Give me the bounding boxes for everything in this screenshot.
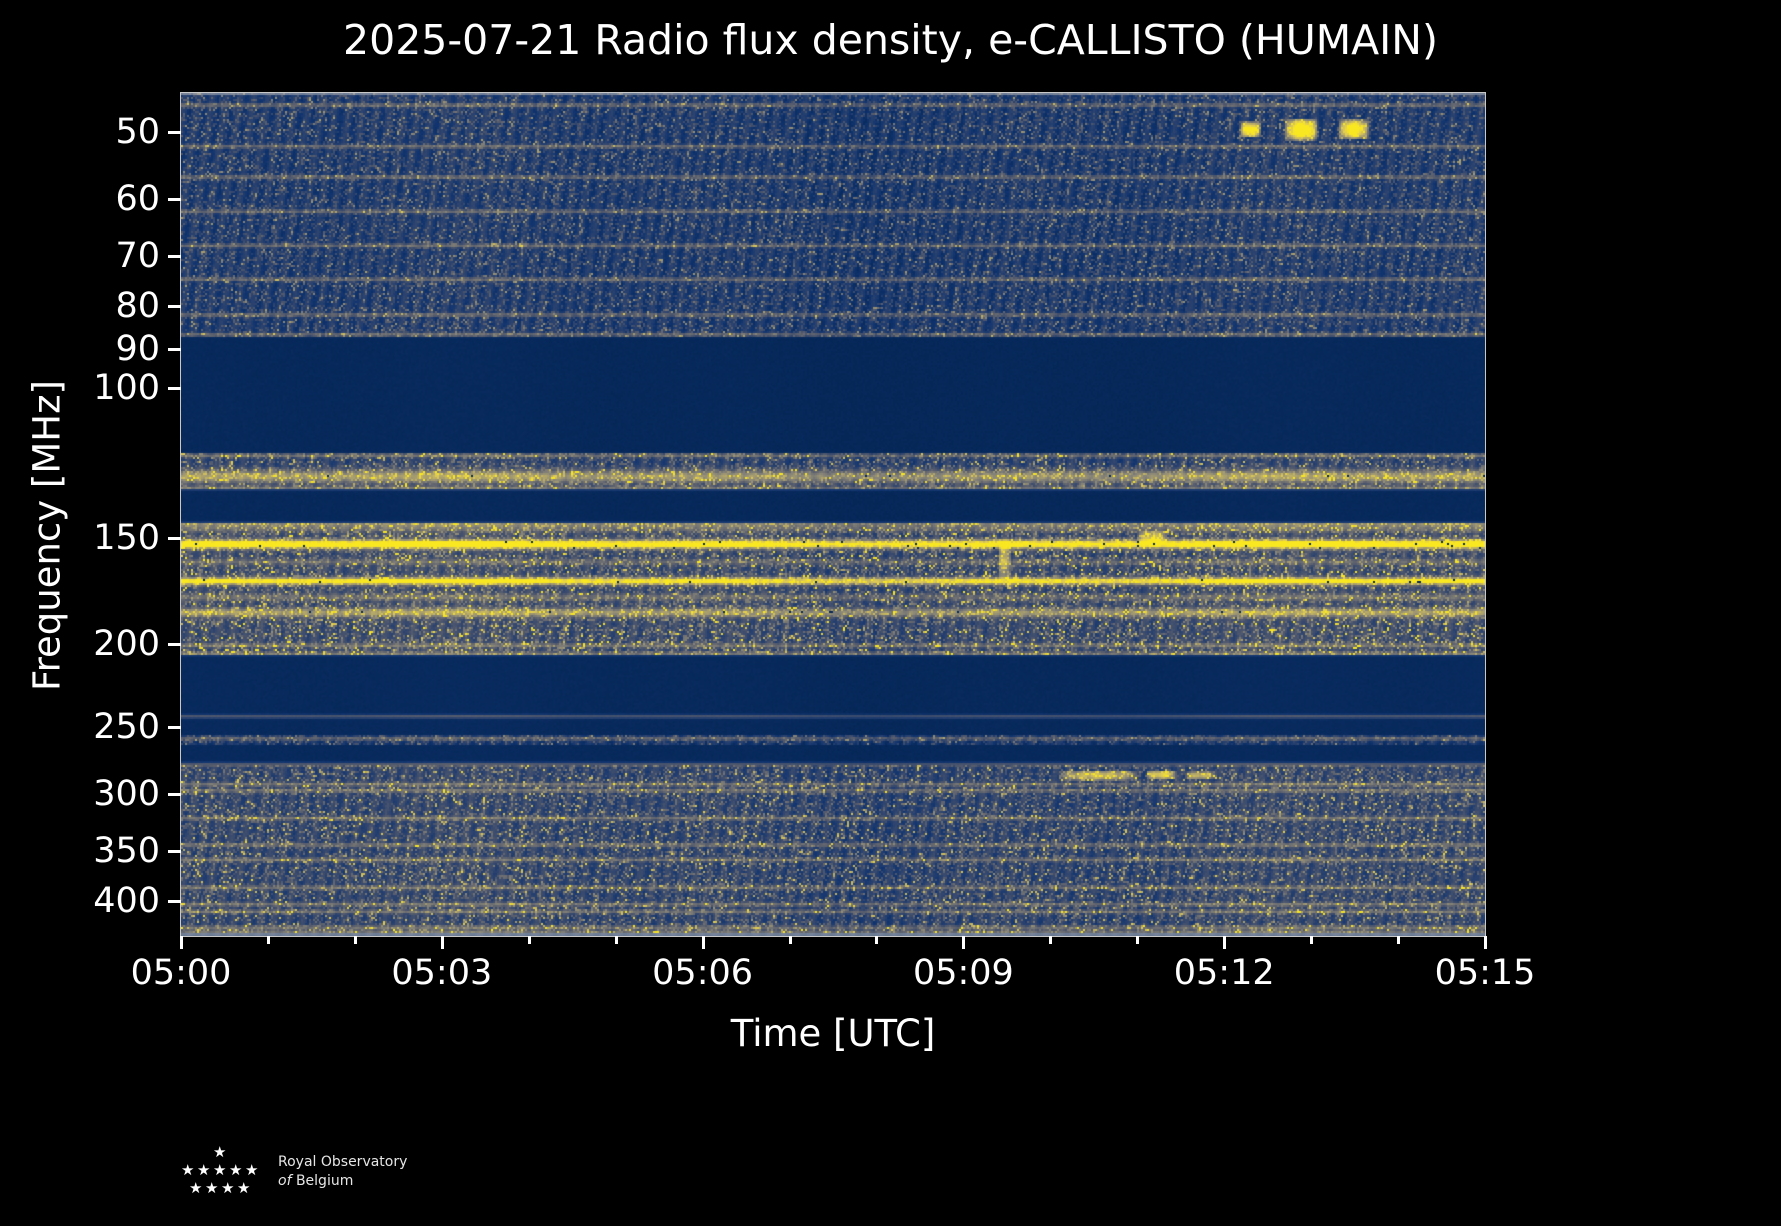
royal-observatory-logo: ★ ★ ★ ★ ★ ★ ★ ★ ★ ★ Royal Observatory of Belgium (178, 1145, 407, 1199)
y-tick-label: 90 (115, 329, 160, 370)
x-axis-label: Time [UTC] (730, 1012, 936, 1055)
star-icon: ★ (197, 1161, 211, 1179)
y-tick-mark (168, 348, 181, 352)
x-tick-mark (701, 936, 705, 949)
star-icon: ★ (213, 1143, 227, 1161)
y-tick-label: 300 (93, 774, 160, 815)
y-tick-mark (168, 198, 181, 202)
y-tick-label: 250 (93, 706, 160, 747)
y-tick-label: 80 (115, 285, 160, 326)
x-tick-mark (180, 936, 183, 949)
y-tick-mark (168, 130, 181, 134)
star-icon: ★ (221, 1179, 235, 1197)
x-tick-mark (1484, 936, 1487, 949)
x-tick-label: 05:00 (130, 953, 232, 993)
page-title: 2025-07-21 Radio flux density, e-CALLIST… (343, 16, 1438, 64)
y-tick-mark (168, 725, 181, 729)
y-tick-mark (168, 643, 181, 647)
y-tick-mark (168, 793, 181, 797)
logo-line-1: Royal Observatory (278, 1154, 408, 1170)
x-minor-tick-mark (1049, 936, 1053, 944)
y-tick-label: 150 (93, 518, 160, 559)
y-tick-mark (168, 255, 181, 259)
x-minor-tick-mark (1310, 936, 1314, 944)
x-minor-tick-mark (266, 936, 270, 944)
x-tick-label: 05:03 (391, 953, 493, 993)
stars-icon: ★ ★ ★ ★ ★ ★ ★ ★ ★ ★ (178, 1145, 264, 1199)
y-tick-label: 200 (93, 624, 160, 665)
logo-text: Royal Observatory of Belgium (278, 1153, 407, 1191)
x-tick-label: 05:15 (1434, 953, 1536, 993)
y-tick-label: 60 (115, 179, 160, 220)
star-icon: ★ (205, 1179, 219, 1197)
y-tick-label: 100 (93, 368, 160, 409)
y-tick-mark (168, 537, 181, 541)
x-tick-mark (962, 936, 966, 949)
x-minor-tick-mark (1136, 936, 1140, 944)
star-icon: ★ (181, 1161, 195, 1179)
x-minor-tick-mark (1397, 936, 1401, 944)
x-minor-tick-mark (788, 936, 792, 944)
spectrogram-plot (181, 93, 1485, 936)
x-minor-tick-mark (527, 936, 531, 944)
logo-line-2: of Belgium (278, 1172, 407, 1191)
star-icon: ★ (189, 1179, 203, 1197)
x-tick-label: 05:09 (912, 953, 1014, 993)
spectrogram-image (181, 93, 1485, 936)
y-tick-label: 50 (115, 111, 160, 152)
y-tick-mark (168, 387, 181, 391)
x-tick-mark (440, 936, 444, 949)
logo-of-word: of (278, 1173, 292, 1189)
x-tick-label: 05:12 (1173, 953, 1275, 993)
y-tick-mark (168, 304, 181, 308)
star-icon: ★ (237, 1179, 251, 1197)
y-tick-mark (168, 899, 181, 903)
star-icon: ★ (229, 1161, 243, 1179)
x-minor-tick-mark (875, 936, 879, 944)
x-tick-label: 05:06 (652, 953, 754, 993)
y-tick-label: 350 (93, 831, 160, 872)
x-minor-tick-mark (614, 936, 618, 944)
y-tick-label: 400 (93, 880, 160, 921)
x-tick-mark (1223, 936, 1227, 949)
x-minor-tick-mark (353, 936, 357, 944)
y-tick-label: 70 (115, 236, 160, 277)
star-icon: ★ (213, 1161, 227, 1179)
y-axis-label: Frequency [MHz] (25, 380, 69, 691)
star-icon: ★ (245, 1161, 259, 1179)
logo-belgium-word: Belgium (295, 1173, 354, 1189)
y-tick-mark (168, 850, 181, 854)
